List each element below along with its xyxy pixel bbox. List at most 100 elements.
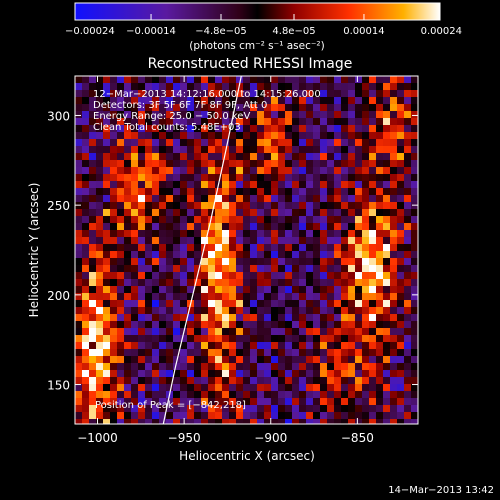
heatmap-cell [145, 111, 152, 118]
heatmap-cell [180, 307, 187, 314]
heatmap-cell [271, 202, 278, 209]
heatmap-cell [306, 398, 313, 405]
heatmap-cell [201, 139, 208, 146]
heatmap-cell [89, 377, 96, 384]
heatmap-cell [243, 83, 250, 90]
heatmap-cell [215, 160, 222, 167]
heatmap-cell [369, 321, 376, 328]
heatmap-cell [117, 321, 124, 328]
heatmap-cell [278, 314, 285, 321]
heatmap-cell [369, 349, 376, 356]
heatmap-cell [397, 279, 404, 286]
heatmap-cell [138, 258, 145, 265]
heatmap-cell [250, 405, 257, 412]
heatmap-cell [327, 300, 334, 307]
heatmap-cell [327, 321, 334, 328]
heatmap-cell [89, 258, 96, 265]
heatmap-cell [320, 223, 327, 230]
heatmap-cell [285, 216, 292, 223]
heatmap-cell [313, 181, 320, 188]
heatmap-cell [166, 188, 173, 195]
heatmap-cell [138, 146, 145, 153]
heatmap-cell [250, 412, 257, 419]
heatmap-cell [124, 230, 131, 237]
heatmap-cell [187, 363, 194, 370]
heatmap-cell [243, 328, 250, 335]
heatmap-cell [75, 258, 82, 265]
heatmap-cell [292, 398, 299, 405]
heatmap-cell [194, 286, 201, 293]
heatmap-cell [173, 160, 180, 167]
heatmap-cell [82, 97, 89, 104]
x-axis-label: Heliocentric X (arcsec) [179, 449, 315, 463]
heatmap-cell [103, 293, 110, 300]
heatmap-cell [159, 307, 166, 314]
heatmap-cell [264, 83, 271, 90]
heatmap-cell [229, 363, 236, 370]
heatmap-cell [89, 342, 96, 349]
heatmap-cell [334, 279, 341, 286]
y-tick-label: 200 [47, 289, 70, 303]
heatmap-cell [110, 307, 117, 314]
heatmap-cell [327, 244, 334, 251]
heatmap-cell [145, 342, 152, 349]
heatmap-cell [82, 286, 89, 293]
heatmap-cell [194, 223, 201, 230]
heatmap-cell [376, 398, 383, 405]
heatmap-cell [222, 174, 229, 181]
heatmap-cell [229, 167, 236, 174]
heatmap-cell [194, 251, 201, 258]
heatmap-cell [292, 328, 299, 335]
heatmap-cell [250, 181, 257, 188]
heatmap-cell [103, 363, 110, 370]
heatmap-cell [145, 349, 152, 356]
heatmap-cell [215, 265, 222, 272]
heatmap-cell [117, 97, 124, 104]
heatmap-cell [124, 97, 131, 104]
heatmap-cell [376, 139, 383, 146]
heatmap-cell [341, 209, 348, 216]
heatmap-cell [362, 265, 369, 272]
heatmap-cell [180, 188, 187, 195]
heatmap-cell [383, 118, 390, 125]
heatmap-cell [159, 139, 166, 146]
heatmap-cell [236, 167, 243, 174]
heatmap-cell [327, 419, 334, 424]
heatmap-cell [404, 272, 411, 279]
heatmap-cell [96, 356, 103, 363]
heatmap-cell [145, 356, 152, 363]
heatmap-cell [222, 90, 229, 97]
heatmap-cell [320, 412, 327, 419]
heatmap-cell [96, 104, 103, 111]
heatmap-cell [390, 377, 397, 384]
heatmap-cell [334, 153, 341, 160]
heatmap-cell [411, 328, 418, 335]
heatmap-cell [138, 272, 145, 279]
heatmap-cell [208, 398, 215, 405]
heatmap-cell [257, 342, 264, 349]
heatmap-cell [285, 272, 292, 279]
heatmap-cell [166, 384, 173, 391]
heatmap-cell [236, 405, 243, 412]
heatmap-cell [271, 167, 278, 174]
heatmap-cell [292, 209, 299, 216]
heatmap-cell [299, 342, 306, 349]
heatmap-cell [145, 244, 152, 251]
heatmap-cell [236, 146, 243, 153]
heatmap-cell [334, 328, 341, 335]
heatmap-cell [334, 132, 341, 139]
heatmap-cell [320, 76, 327, 83]
heatmap-cell [152, 223, 159, 230]
heatmap-cell [166, 97, 173, 104]
heatmap-cell [201, 293, 208, 300]
heatmap-cell [327, 272, 334, 279]
heatmap-cell [341, 251, 348, 258]
heatmap-cell [89, 139, 96, 146]
heatmap-cell [117, 237, 124, 244]
heatmap-cell [334, 244, 341, 251]
heatmap-cell [285, 314, 292, 321]
heatmap-cell [341, 391, 348, 398]
heatmap-cell [131, 202, 138, 209]
heatmap-cell [229, 223, 236, 230]
heatmap-cell [82, 412, 89, 419]
